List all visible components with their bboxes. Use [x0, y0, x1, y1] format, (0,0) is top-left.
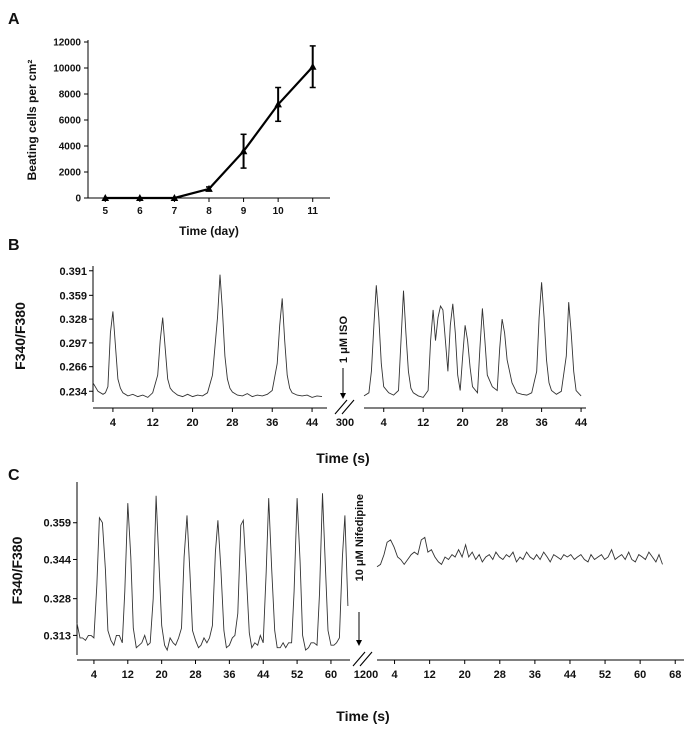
- panel-c-ytick-label: 0.359: [43, 518, 71, 530]
- panel-c-annotation: 10 μM Nifedipine: [354, 494, 366, 581]
- panel-b-xtick-label: 28: [496, 417, 508, 429]
- panel-c-xtick-label: 52: [599, 669, 611, 681]
- panel-c-xtick-label: 28: [494, 669, 506, 681]
- panel-a-xtick-label: 11: [307, 206, 318, 217]
- panel-c-xtick-label: 12: [122, 669, 134, 681]
- panel-a-ytick-label: 12000: [53, 38, 81, 49]
- panel-c-xtick-label: 4: [91, 669, 98, 681]
- panel-a-xtick-label: 7: [172, 206, 178, 217]
- panel-b-xtick-label: 44: [306, 417, 319, 429]
- panel-b-xtick-label: 20: [186, 417, 198, 429]
- panel-a-xtick-label: 8: [206, 206, 212, 217]
- panel-a-data-point: [274, 100, 282, 108]
- panel-a-data-point: [308, 62, 317, 70]
- panel-b-x-title: Time (s): [316, 450, 369, 466]
- panel-c-annotation-arrowhead: [356, 640, 362, 646]
- panel-c-xtick-label: 60: [325, 669, 337, 681]
- panel-a-x-title: Time (day): [179, 224, 239, 238]
- panel-a-data-point: [205, 184, 213, 192]
- panel-b-xtick-label: 4: [381, 417, 388, 429]
- panel-c-xtick-label: 44: [564, 669, 577, 681]
- panel-c-axis-break-mark: [352, 651, 366, 667]
- panel-c-trace: [76, 493, 349, 652]
- panel-b-trace: [92, 274, 323, 398]
- panel-a-data-point: [239, 147, 248, 155]
- panel-b-trace: [363, 282, 582, 398]
- panel-a-ytick-label: 6000: [59, 116, 82, 127]
- panel-b-xtick-label: 36: [535, 417, 547, 429]
- panel-b-ytick-label: 0.266: [59, 362, 87, 374]
- panel-c-xtick-label: 36: [223, 669, 235, 681]
- panel-b-axis-break-mark: [334, 399, 348, 415]
- panel-a: A 0 2000 4000 6000 8000 10000 12000 5 6 7 8 9 10 11 Tim…: [8, 11, 330, 238]
- panel-a-xtick-label: 5: [103, 206, 109, 217]
- panel-a-data-point: [136, 194, 144, 201]
- panel-a-ytick-label: 8000: [59, 90, 82, 101]
- panel-c-xtick-label: 20: [156, 669, 168, 681]
- panel-c-xtick-label: 60: [634, 669, 646, 681]
- panel-b: B 0.234 0.266 0.297 0.328 0.359 0.391 F340/F380…: [8, 237, 588, 466]
- panel-b-annotation-arrowhead: [340, 393, 346, 399]
- panel-a-ytick-label: 10000: [53, 64, 81, 75]
- panel-c-xtick-label: 52: [291, 669, 303, 681]
- panel-c-axis-break-mark: [359, 651, 373, 667]
- panel-a-y-title: Beating cells per cm²: [25, 60, 39, 181]
- panel-a-series-line: [105, 65, 314, 200]
- panel-b-axis-break-mark: [341, 399, 355, 415]
- panel-a-xtick-label: 10: [273, 206, 285, 217]
- panel-c-y-title: F340/F380: [9, 536, 25, 604]
- panel-b-xtick-label: 28: [226, 417, 238, 429]
- panel-a-data-point: [170, 194, 179, 201]
- panel-b-ytick-label: 0.359: [59, 290, 87, 302]
- panel-c-break-label: 1200: [354, 669, 378, 681]
- panel-b-y-title: F340/F380: [12, 302, 28, 370]
- panel-b-ytick-label: 0.391: [59, 266, 87, 278]
- panel-c-ytick-label: 0.313: [43, 630, 71, 642]
- panel-c-xtick-label: 44: [257, 669, 270, 681]
- panel-a-ytick-label: 2000: [59, 168, 82, 179]
- panel-a-data-point: [101, 194, 110, 201]
- panel-c-xtick-label: 36: [529, 669, 541, 681]
- panel-c-xtick-label: 4: [391, 669, 398, 681]
- panel-c-xtick-label: 28: [189, 669, 201, 681]
- panel-b-annotation: 1 μM ISO: [338, 316, 350, 364]
- panel-c-ytick-label: 0.344: [43, 554, 71, 566]
- panel-c-x-title: Time (s): [336, 708, 389, 724]
- panel-a-letter: A: [8, 11, 20, 28]
- panel-b-ytick-label: 0.297: [59, 338, 87, 350]
- panel-b-xtick-label: 12: [147, 417, 159, 429]
- panel-b-break-label: 300: [336, 417, 354, 429]
- panel-b-xtick-label: 36: [266, 417, 278, 429]
- panel-a-ytick-label: 4000: [59, 142, 82, 153]
- panel-b-letter: B: [8, 237, 20, 254]
- panel-c-ytick-label: 0.328: [43, 594, 71, 606]
- panel-c-xtick-label: 68: [669, 669, 681, 681]
- panel-c: C 0.313 0.328 0.344 0.359 F340/F380 4 12 20 28 36 4…: [8, 467, 684, 724]
- panel-b-xtick-label: 44: [575, 417, 588, 429]
- panel-c-xtick-label: 12: [424, 669, 436, 681]
- panel-c-xtick-label: 20: [459, 669, 471, 681]
- panel-b-xtick-label: 20: [457, 417, 469, 429]
- panel-a-ytick-label: 0: [75, 194, 81, 205]
- panel-b-xtick-label: 4: [110, 417, 117, 429]
- panel-b-xtick-label: 12: [417, 417, 429, 429]
- panel-b-ytick-label: 0.234: [59, 386, 87, 398]
- panel-a-xtick-label: 6: [137, 206, 143, 217]
- panel-c-trace: [376, 536, 663, 568]
- panel-c-letter: C: [8, 467, 20, 484]
- panel-a-xtick-label: 9: [241, 206, 247, 217]
- panel-b-ytick-label: 0.328: [59, 314, 87, 326]
